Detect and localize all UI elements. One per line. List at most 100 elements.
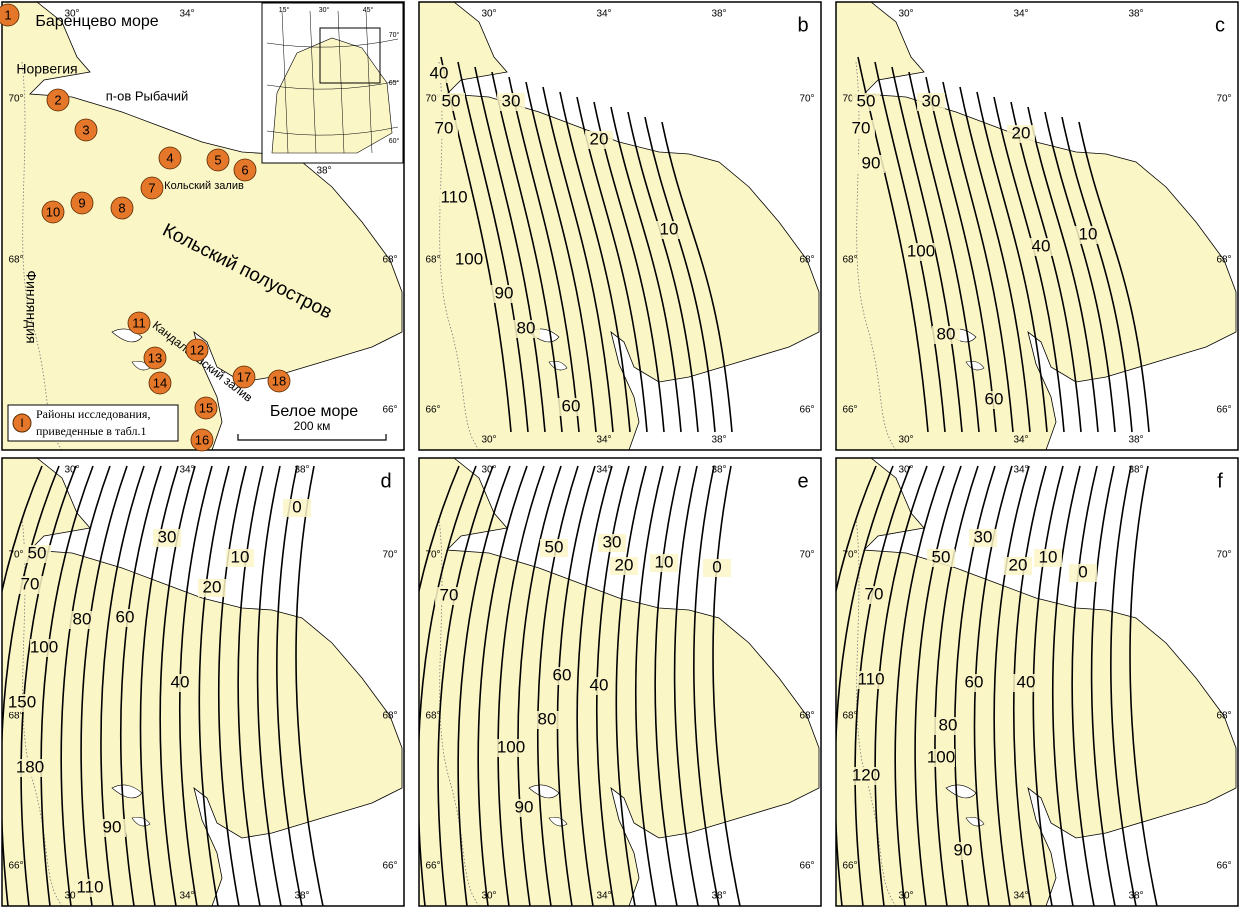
contour-label: 80 — [73, 609, 92, 628]
contour-label: 30 — [974, 527, 993, 546]
inset-parallel — [266, 80, 399, 90]
site-marker — [74, 118, 98, 142]
longitude-label: 38° — [711, 9, 726, 20]
longitude-label: 30° — [481, 465, 496, 476]
site-marker — [233, 158, 257, 182]
contour-line — [491, 71, 563, 433]
contour-label: 30 — [158, 527, 177, 546]
contour-line — [40, 465, 94, 906]
latitude-label: 70° — [842, 550, 857, 561]
place-label: Финляндия — [23, 270, 39, 343]
contour-label: 80 — [937, 324, 956, 343]
longitude-label: 38° — [294, 465, 309, 476]
longitude-label: 34° — [1013, 891, 1028, 902]
contour-label-bg — [497, 93, 525, 111]
site-number: 14 — [153, 375, 167, 390]
panel-frame — [418, 1, 822, 451]
contour-line — [874, 61, 946, 433]
longitude-label: 34° — [179, 9, 194, 20]
contour-line — [976, 91, 1048, 433]
contour-line — [576, 465, 613, 906]
longitude-label: 34° — [596, 465, 611, 476]
contour-line — [517, 465, 562, 906]
panel-letter: f — [1217, 470, 1223, 492]
latitude-label: 70° — [8, 550, 23, 561]
contour-label-bg — [1069, 564, 1097, 582]
contour-line — [542, 86, 614, 433]
longitude-label: 30° — [898, 9, 913, 20]
contour-line — [474, 66, 546, 433]
contour-label-bg — [1074, 226, 1102, 244]
site-number: 8 — [118, 200, 125, 215]
contour-label-bg — [548, 667, 576, 685]
longitude-label: 30° — [898, 435, 913, 446]
longitude-label: 34° — [596, 435, 611, 446]
latitude-label: 68° — [1216, 255, 1231, 266]
contour-line — [536, 465, 579, 906]
contour-label: 20 — [590, 129, 609, 148]
inset-lon: 45° — [363, 6, 374, 14]
contour-label-bg — [980, 391, 1008, 409]
contour-line — [419, 465, 460, 595]
longitude-label: 38° — [1128, 435, 1143, 446]
contour-label: 0 — [292, 497, 301, 516]
site-marker — [127, 311, 151, 335]
contour-label: 90 — [103, 817, 122, 836]
inset-lat: 70° — [389, 31, 400, 39]
longitude-label: 38° — [711, 435, 726, 446]
site-marker — [46, 88, 70, 112]
contour-label: 70 — [865, 584, 884, 603]
contour-line — [1071, 465, 1098, 906]
contour-label-bg — [283, 499, 311, 517]
contour-label-bg — [847, 120, 875, 138]
contour-label: 180 — [16, 757, 44, 776]
inset-meridian — [309, 10, 317, 154]
panel-frame — [418, 457, 822, 907]
site-marker — [185, 338, 209, 362]
contour-label-bg — [425, 65, 453, 83]
legend-box — [7, 404, 179, 442]
contour-line — [276, 465, 303, 906]
site-number: 13 — [148, 350, 162, 365]
panel-letter: b — [797, 14, 808, 36]
latitude-label: 70° — [799, 94, 814, 105]
contour-label-bg — [455, 251, 483, 269]
contour-label-bg — [557, 398, 585, 416]
latitude-label: 68° — [8, 711, 23, 722]
contour-label-bg — [907, 243, 935, 261]
legend-text: приведенные в табл.1 — [36, 424, 146, 438]
contour-line — [477, 465, 528, 906]
contour-line — [891, 66, 963, 433]
latitude-label: 66° — [382, 861, 397, 872]
latitude-label: 70° — [799, 550, 814, 561]
contour-label: 70 — [435, 118, 454, 137]
contour-label-bg — [1027, 238, 1055, 256]
site-number: 16 — [195, 432, 209, 447]
longitude-label: 34° — [1013, 435, 1028, 446]
map-panel: f 30° 30° 34° 34° 38° 38° 70° 70° 68° 68° 66° 66° 30 2… — [835, 457, 1239, 907]
inset-meridian — [281, 10, 289, 154]
latitude-label: 66° — [842, 861, 857, 872]
place-label: Кольский залив — [164, 180, 244, 192]
contour-label: 50 — [442, 91, 461, 110]
contour-label: 20 — [615, 555, 634, 574]
inset-lon: 15° — [279, 6, 290, 14]
longitude-label: 30° — [481, 9, 496, 20]
contour-line — [60, 465, 111, 906]
latitude-label: 66° — [8, 861, 23, 872]
legend-marker — [12, 413, 32, 433]
longitude-label: 34° — [179, 891, 194, 902]
contour-line — [457, 61, 529, 433]
contour-label-bg — [852, 767, 880, 785]
contour-label-bg — [540, 539, 568, 557]
longitude-label: 34° — [179, 465, 194, 476]
latitude-label: 68° — [425, 255, 440, 266]
contour-line — [525, 81, 597, 433]
contour-line — [627, 111, 699, 433]
latitude-label: 68° — [382, 255, 397, 266]
contour-line — [295, 465, 324, 906]
contour-label-bg — [1012, 674, 1040, 692]
contour-label-bg — [8, 694, 36, 712]
contour-line — [1110, 465, 1137, 906]
panel-letter: c — [1215, 14, 1225, 36]
